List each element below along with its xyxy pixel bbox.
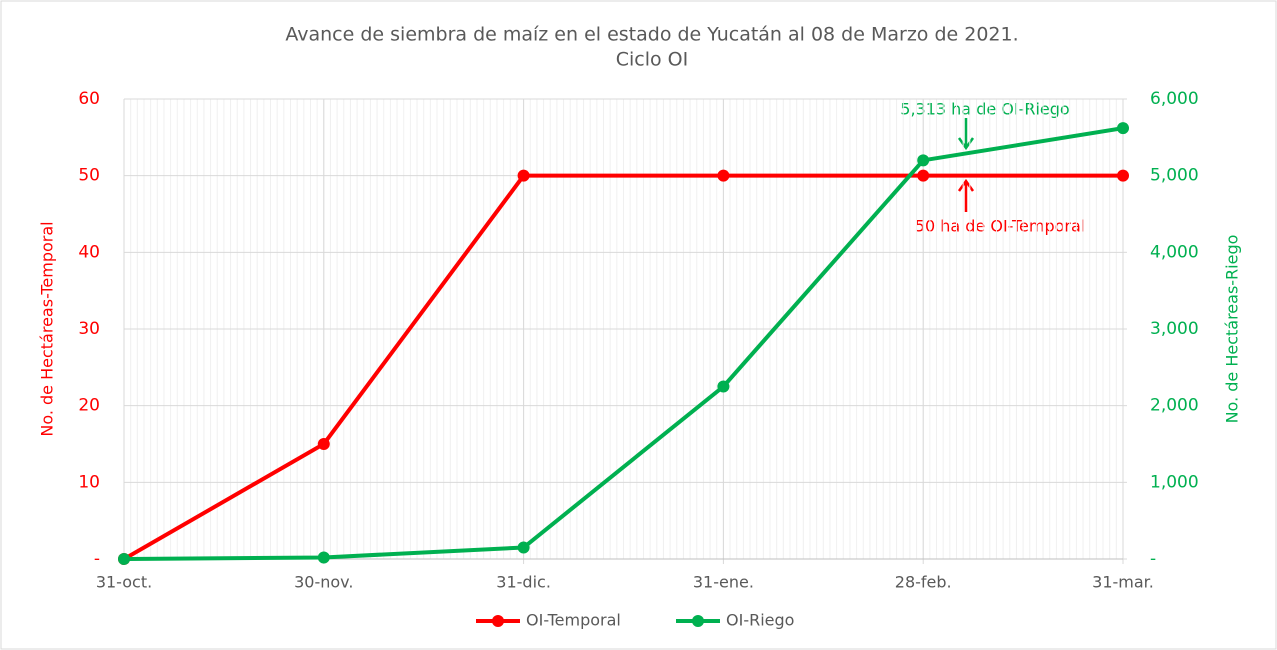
y2-tick-label: 5,000	[1150, 166, 1199, 186]
x-tick-label: 31-dic.	[496, 573, 551, 592]
data-point	[917, 154, 930, 167]
y2-tick-label: -	[1150, 549, 1156, 569]
series-line	[123, 126, 1124, 561]
data-point	[917, 169, 930, 182]
annotation-arrow	[957, 178, 975, 212]
data-point	[1117, 169, 1129, 182]
y-tick-label: 60	[78, 89, 100, 109]
y-tick-label: 40	[78, 242, 100, 262]
data-point	[717, 169, 730, 182]
data-point	[517, 169, 530, 182]
y-tick-label: 50	[78, 166, 100, 186]
y-axis-label: No. de Hectáreas-Temporal	[38, 221, 57, 436]
legend-label: OI-Temporal	[526, 611, 621, 630]
x-tick-label: 31-mar.	[1092, 573, 1154, 592]
y2-tick-label: 1,000	[1150, 472, 1199, 492]
x-tick-label: 31-oct.	[96, 573, 152, 592]
y-tick-label: 20	[78, 396, 100, 416]
annotation: 5,313 ha de OI-Riego	[900, 100, 1069, 119]
legend-marker	[692, 615, 704, 627]
y-tick-label: 10	[78, 472, 100, 492]
data-point	[1117, 122, 1129, 135]
data-point	[517, 541, 530, 554]
data-point	[118, 553, 130, 565]
x-tick-label: 31-ene.	[693, 573, 754, 592]
y-tick-label: -	[94, 549, 100, 569]
y2-tick-label: 3,000	[1150, 319, 1199, 339]
y2-tick-label: 2,000	[1150, 396, 1199, 416]
legend-label: OI-Riego	[726, 611, 794, 630]
x-tick-label: 30-nov.	[294, 573, 353, 592]
annotation-arrow	[957, 118, 975, 151]
y2-tick-label: 6,000	[1150, 89, 1199, 109]
x-tick-label: 28-feb.	[895, 573, 952, 592]
data-point	[317, 438, 330, 450]
y2-tick-label: 4,000	[1150, 242, 1199, 262]
annotation: 50 ha de OI-Temporal	[915, 217, 1085, 236]
data-point	[717, 380, 730, 393]
chart-title: Avance de siembra de maíz en el estado d…	[285, 24, 1018, 46]
data-point	[317, 551, 330, 564]
y-tick-label: 30	[78, 319, 100, 339]
series-line	[123, 173, 1123, 561]
chart-subtitle: Ciclo OI	[616, 49, 689, 71]
y2-axis-label: No. de Hectáreas-Riego	[1223, 235, 1242, 424]
legend-marker	[492, 615, 504, 627]
